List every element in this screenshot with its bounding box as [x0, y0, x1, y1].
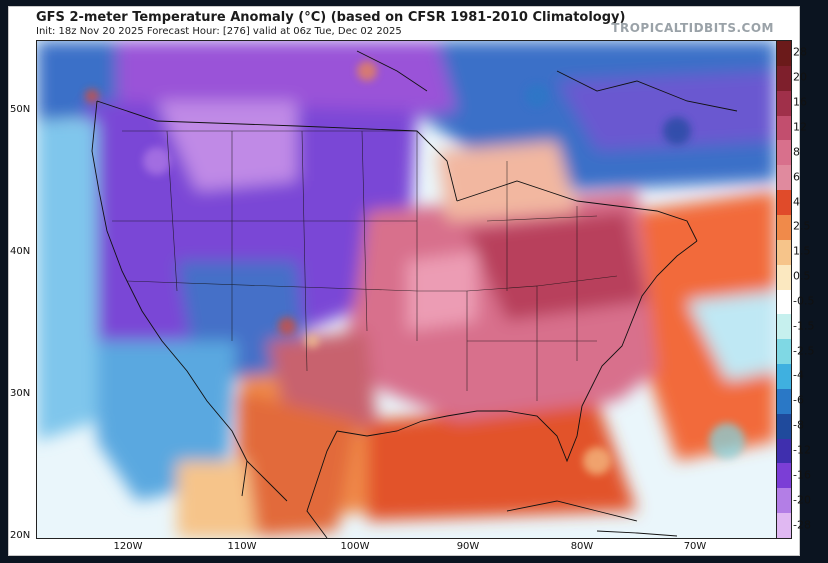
colorbar-segment [777, 239, 791, 266]
colorbar-label: 12 [793, 120, 807, 134]
colorbar-segment [777, 264, 791, 290]
colorbar-segment [777, 190, 791, 216]
map-canvas [37, 41, 776, 538]
colorbar-segment [777, 413, 791, 440]
lon-label-90w: 90W [456, 541, 480, 552]
colorbar-label: -8 [793, 418, 804, 432]
state-borders [112, 130, 618, 401]
colorbar-segment [777, 65, 791, 92]
watermark: TROPICALTIDBITS.COM [611, 21, 774, 35]
lat-label-50n: 50N [10, 104, 31, 115]
colorbar-segment [777, 165, 791, 191]
colorbar-label: -16 [793, 468, 811, 482]
colorbar-label: -0.5 [793, 294, 815, 308]
lon-label-110w: 110W [227, 541, 257, 552]
colorbar-segment [777, 314, 791, 340]
chart-subtitle: Init: 18z Nov 20 2025 Forecast Hour: [27… [36, 26, 402, 37]
colorbar-label: 20 [793, 70, 807, 84]
colorbar-label: 4 [793, 195, 800, 209]
colorbar-label: -1.5 [793, 319, 815, 333]
lon-label-80w: 80W [570, 541, 594, 552]
colorbar-segment [777, 438, 791, 464]
colorbar-segment [777, 488, 791, 514]
colorbar-label: 0.5 [793, 269, 811, 283]
colorbar-segment [777, 140, 791, 166]
colorbar-segment [777, 90, 791, 117]
colorbar-segment [777, 388, 791, 415]
colorbar-segment [777, 364, 791, 390]
colorbar-label: -4 [793, 368, 804, 382]
colorbar-label: -6 [793, 393, 804, 407]
anomaly-detail [85, 61, 745, 475]
colorbar-label: 2.5 [793, 219, 811, 233]
colorbar-label: -28 [793, 518, 811, 532]
colorbar-label: 16 [793, 95, 807, 109]
lon-label-100w: 100W [340, 541, 370, 552]
lat-label-20n: 20N [10, 530, 31, 541]
colorbar-segment [777, 289, 791, 315]
lon-label-120w: 120W [113, 541, 143, 552]
colorbar-label: 6 [793, 170, 800, 184]
coastlines [91, 50, 738, 538]
colorbar-segment [777, 214, 791, 241]
lat-label-30n: 30N [10, 388, 31, 399]
lat-label-40n: 40N [10, 246, 31, 257]
colorbar-label: 28 [793, 45, 807, 59]
colorbar-segment [777, 115, 791, 141]
colorbar-segment [777, 463, 791, 489]
colorbar-segment [777, 513, 791, 539]
colorbar-segment [777, 41, 791, 67]
colorbar-label: 1.5 [793, 244, 811, 258]
lon-label-70w: 70W [683, 541, 707, 552]
anomaly-map [36, 40, 777, 539]
colorbar [776, 40, 792, 539]
colorbar-label: -20 [793, 493, 811, 507]
colorbar-label: -12 [793, 443, 811, 457]
chart-title: GFS 2-meter Temperature Anomaly (°C) (ba… [36, 10, 626, 25]
colorbar-segment [777, 339, 791, 365]
colorbar-label: 8 [793, 145, 800, 159]
colorbar-label: -2.5 [793, 344, 815, 358]
